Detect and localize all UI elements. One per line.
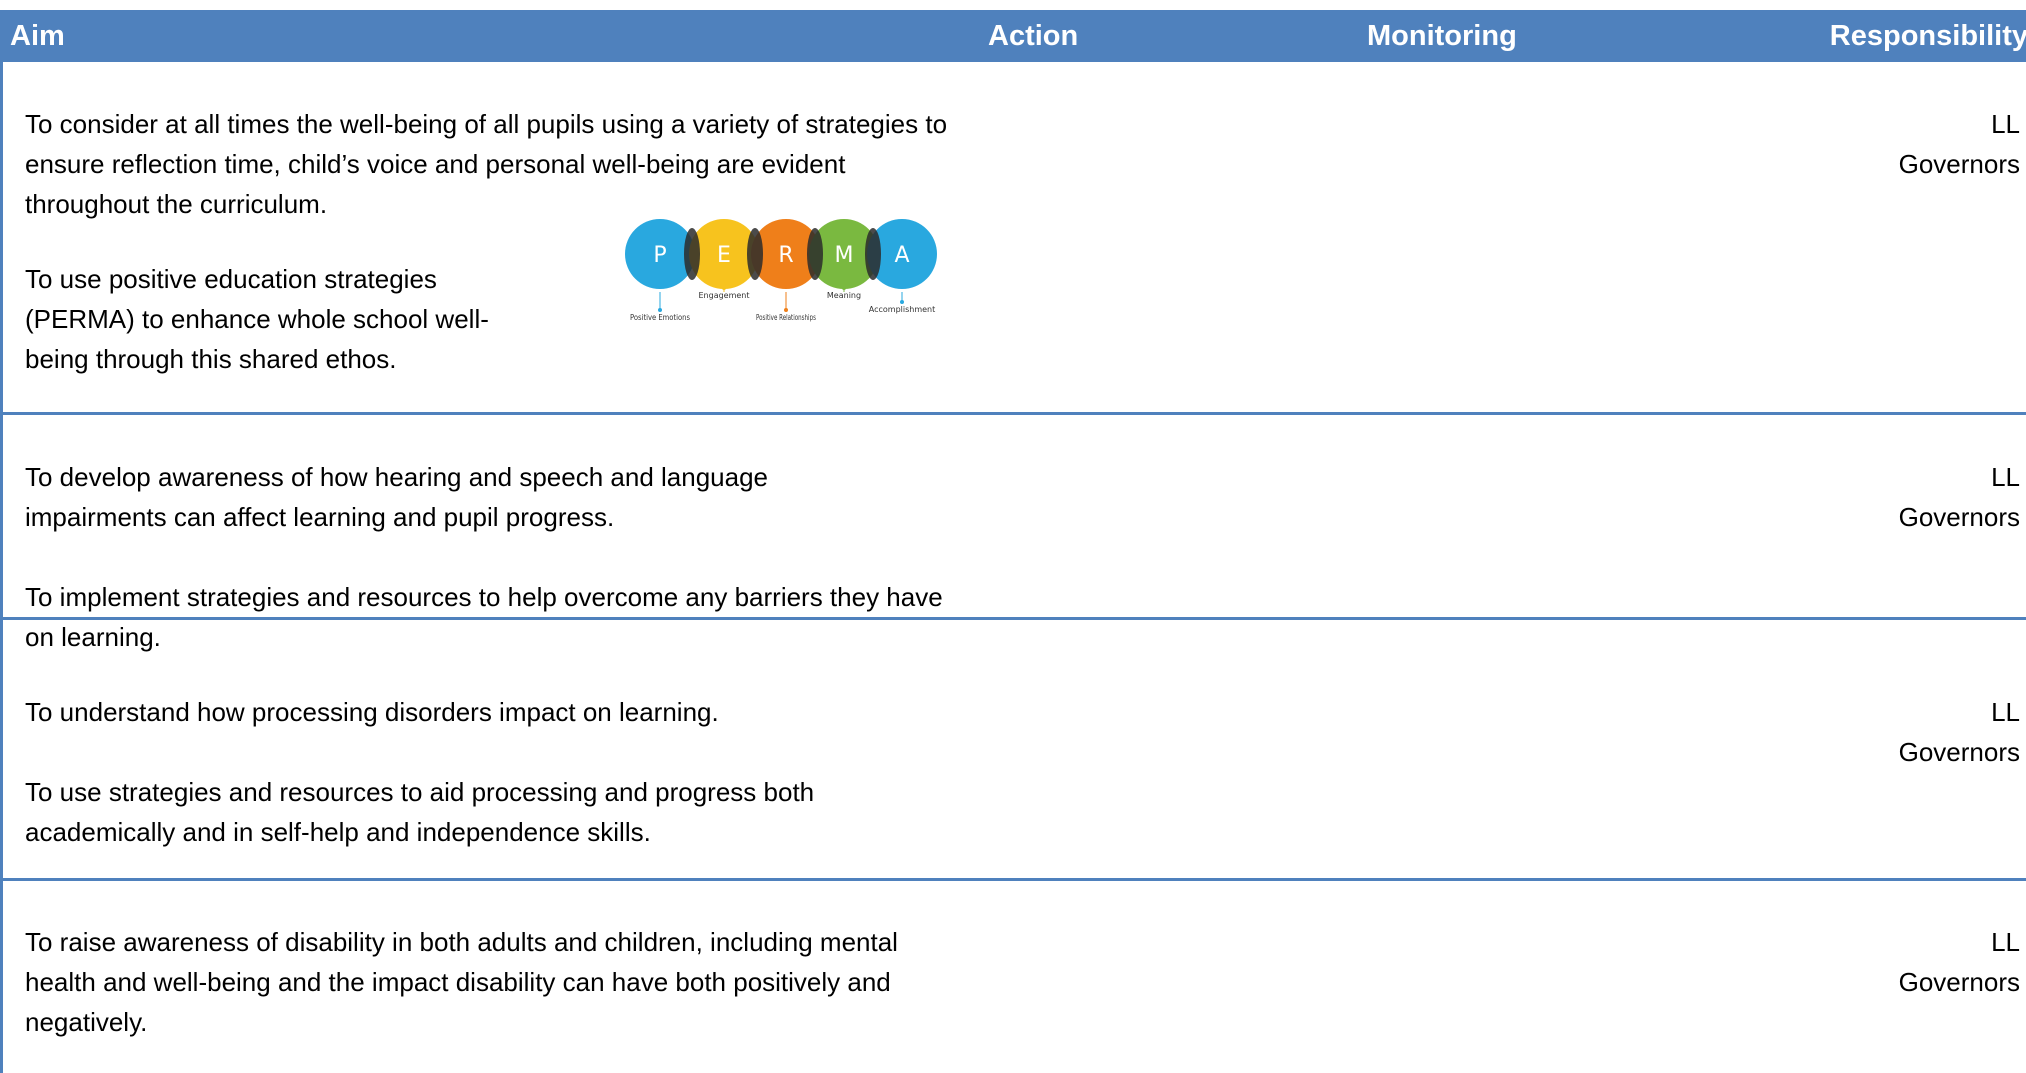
aim-text: To use positive education strategies (PE… bbox=[25, 264, 489, 374]
perma-dot bbox=[722, 286, 726, 290]
responsibility-text: Governors bbox=[1898, 737, 2020, 767]
perma-graphic: P E R M A Positive Emotions Engagement Positive… bbox=[625, 219, 937, 322]
table-border bbox=[0, 62, 3, 1073]
responsibility-text: Governors bbox=[1898, 967, 2020, 997]
perma-letter: A bbox=[894, 243, 909, 268]
perma-overlap bbox=[865, 228, 881, 280]
responsibility-text: LL bbox=[1991, 927, 2020, 957]
perma-dot bbox=[842, 286, 846, 290]
header-bar bbox=[0, 10, 2026, 62]
responsibility-text: Governors bbox=[1898, 502, 2020, 532]
perma-letter: M bbox=[835, 243, 854, 268]
aim-text: To understand how processing disorders i… bbox=[25, 697, 719, 727]
perma-dot bbox=[900, 300, 904, 304]
header-cell: Action bbox=[988, 20, 1079, 52]
perma-dot bbox=[658, 308, 662, 312]
responsibility-text: LL bbox=[1991, 109, 2020, 139]
perma-overlap bbox=[747, 228, 763, 280]
aim-text: To raise awareness of disability in both… bbox=[25, 927, 898, 1037]
perma-circle bbox=[689, 219, 759, 289]
row-border bbox=[0, 412, 2026, 415]
perma-letter: R bbox=[778, 243, 793, 268]
perma-label-text: Positive Emotions bbox=[630, 313, 690, 322]
header-cell: Aim bbox=[10, 20, 65, 52]
aim-text: To implement strategies and resources to… bbox=[25, 582, 943, 652]
row-border bbox=[0, 878, 2026, 881]
perma-letter: P bbox=[653, 243, 666, 268]
perma-label-text: Meaning bbox=[827, 291, 861, 300]
responsibility-text: Governors bbox=[1898, 149, 2020, 179]
perma-label-text: Accomplishment bbox=[869, 305, 936, 314]
perma-label-text: Positive Relationships bbox=[756, 313, 816, 322]
aim-text: To use strategies and resources to aid p… bbox=[25, 777, 815, 847]
perma-dot bbox=[784, 308, 788, 312]
header-cell: Responsibility bbox=[1829, 20, 2026, 52]
perma-circle bbox=[809, 219, 879, 289]
responsibility-text: LL bbox=[1991, 462, 2020, 492]
perma-letter: E bbox=[717, 243, 731, 268]
perma-label-text: Engagement bbox=[698, 291, 749, 300]
perma-overlap bbox=[807, 228, 823, 280]
perma-circle bbox=[625, 219, 695, 289]
aim-text: To consider at all times the well-being … bbox=[25, 109, 948, 219]
aim-text: To develop awareness of how hearing and … bbox=[25, 462, 768, 532]
responsibility-text: LL bbox=[1991, 697, 2020, 727]
header-cell: Monitoring bbox=[1367, 20, 1517, 52]
row-border bbox=[0, 617, 2026, 620]
perma-overlap bbox=[684, 228, 700, 280]
perma-circle bbox=[751, 219, 821, 289]
perma-circle bbox=[867, 219, 937, 289]
